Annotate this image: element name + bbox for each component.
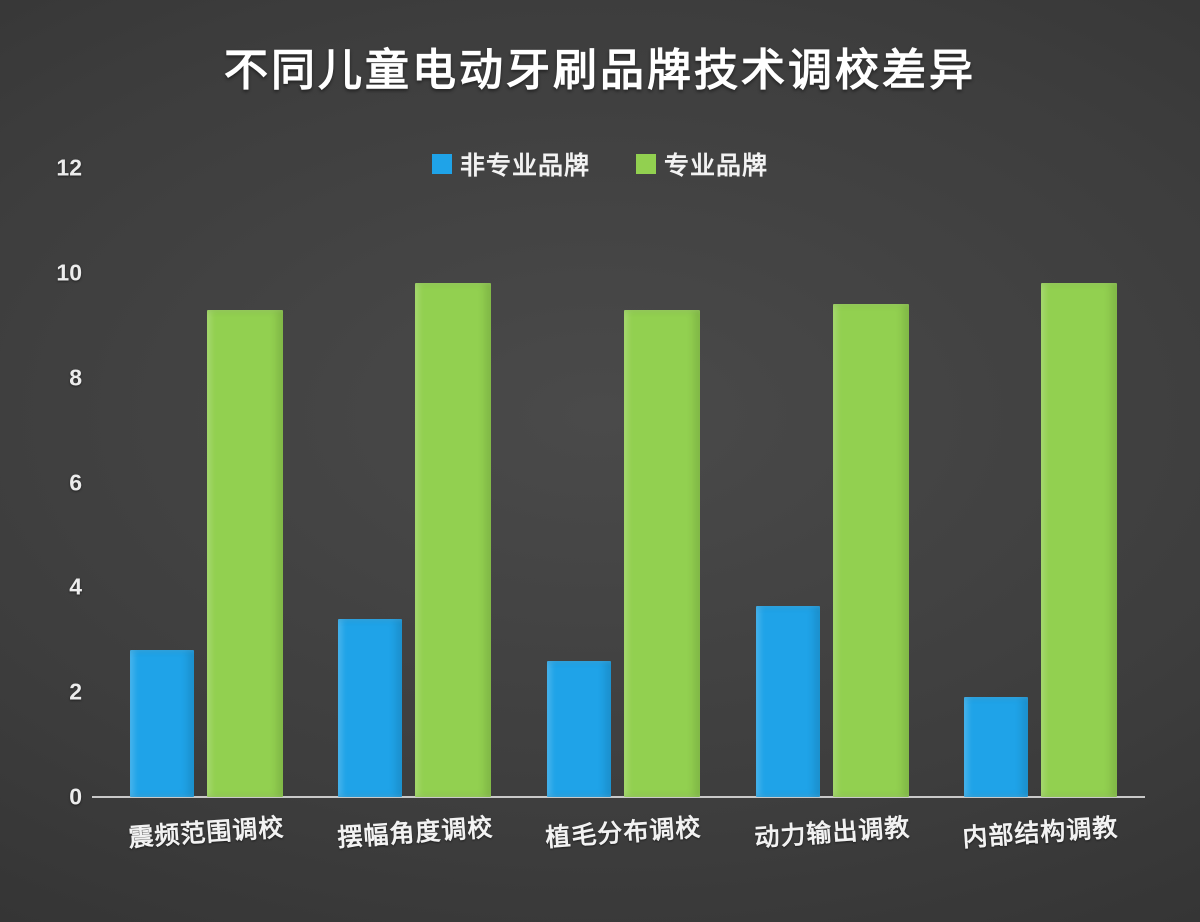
bar-group <box>519 168 728 797</box>
legend-item-professional: 专业品牌 <box>636 146 768 182</box>
bar <box>755 605 820 797</box>
chart-title: 不同儿童电动牙刷品牌技术调校差异 <box>224 46 976 95</box>
x-axis-labels: 震频范围调校 摆幅角度调校 植毛分布调校 动力输出调教 内部结构调教 <box>102 813 1145 853</box>
bar-group <box>102 168 311 797</box>
y-axis-tick-label: 0 <box>69 783 82 810</box>
x-axis-tick-label: 植毛分布调校 <box>544 813 703 853</box>
y-axis-tick-label: 4 <box>69 573 82 600</box>
legend: 非专业品牌 专业品牌 <box>0 146 1200 182</box>
bar <box>338 618 403 797</box>
bar <box>129 650 194 797</box>
bar-group <box>728 168 937 797</box>
x-axis-tick-label: 震频范围调校 <box>127 813 286 853</box>
legend-swatch-professional <box>636 154 656 174</box>
legend-swatch-non-professional <box>431 154 452 174</box>
legend-label-professional: 专业品牌 <box>664 152 769 180</box>
bar <box>206 309 283 797</box>
bar <box>1041 283 1118 797</box>
bar-groups <box>102 168 1145 797</box>
x-axis-line <box>92 796 1145 798</box>
bar <box>832 304 909 797</box>
y-axis-tick-label: 10 <box>56 259 82 286</box>
legend-label-non-professional: 非专业品牌 <box>459 152 590 180</box>
y-axis-tick-label: 8 <box>69 364 82 391</box>
legend-item-non-professional: 非专业品牌 <box>431 146 590 182</box>
bar <box>415 283 492 797</box>
y-axis-tick-label: 2 <box>69 678 82 705</box>
bar-group <box>936 168 1145 797</box>
bar <box>546 660 611 797</box>
x-axis-tick-label: 动力输出调教 <box>753 813 912 853</box>
bar <box>964 697 1029 797</box>
y-axis-tick-label: 6 <box>69 469 82 495</box>
bar-group <box>311 168 520 797</box>
plot-area: 震频范围调校 摆幅角度调校 植毛分布调校 动力输出调教 内部结构调教 0 2 4 6 8 10 12 <box>56 155 1145 852</box>
bar <box>623 309 700 797</box>
y-axis-tick-label: 12 <box>56 154 82 181</box>
x-axis-tick-label: 摆幅角度调校 <box>336 813 494 853</box>
x-axis-tick-label: 内部结构调教 <box>962 813 1120 853</box>
